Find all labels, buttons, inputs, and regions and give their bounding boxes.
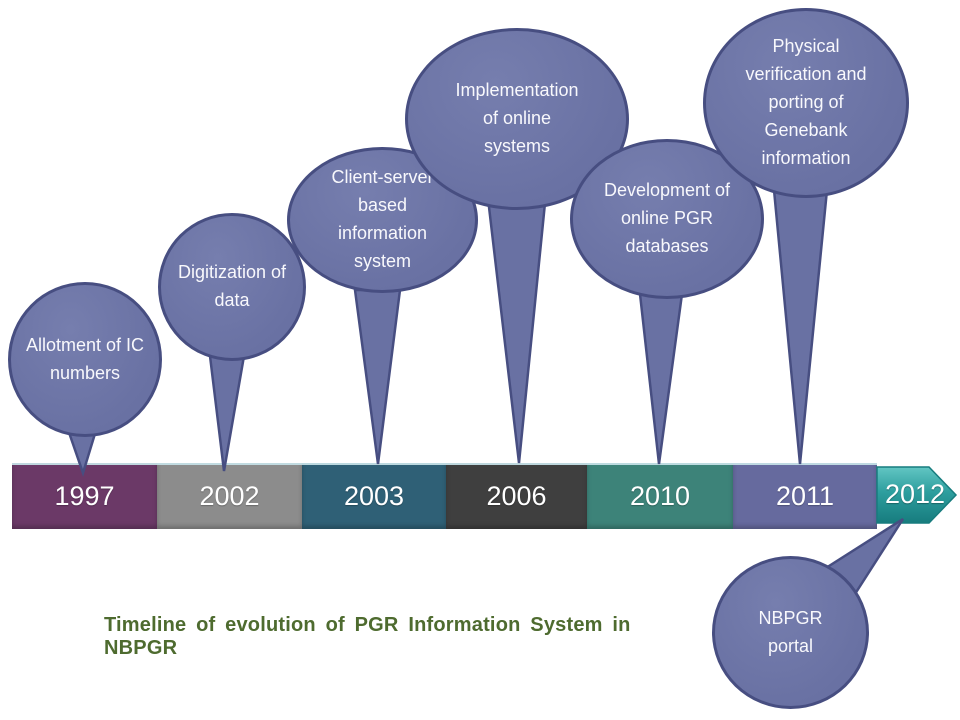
callout-implementation-online-systems: Implementation of online systems	[405, 28, 629, 210]
callout-physical-verification-genebank: Physical verification and porting of Gen…	[703, 8, 909, 198]
timeline-segment-2006: 2006	[446, 463, 587, 529]
callout-text: Development of online PGR databases	[603, 180, 731, 256]
year-label-2012: 2012	[884, 478, 946, 509]
timeline-segment-2011: 2011	[733, 463, 877, 529]
year-label-2010: 2010	[629, 480, 691, 511]
balloon-tail-digitization	[208, 354, 246, 472]
timeline-segment-2010: 2010	[587, 463, 733, 529]
balloon-tail-physical-verification	[772, 188, 829, 465]
callout-digitization-of-data: Digitization of data	[158, 213, 306, 361]
slide-caption: Timeline of evolution of PGR Information…	[104, 614, 631, 659]
callout-text: NBPGR portal	[758, 607, 823, 656]
balloon-tail-implementation	[485, 188, 548, 464]
year-label-2003: 2003	[343, 480, 405, 511]
callout-allotment-ic-numbers: Allotment of IC numbers	[8, 282, 162, 437]
callout-text: Allotment of IC numbers	[25, 334, 145, 383]
balloon-tail-development	[638, 292, 684, 465]
callout-text: Implementation of online systems	[455, 80, 579, 156]
timeline-bar: 1997 2002 2003 2006 2010 2011	[12, 463, 877, 529]
year-label-1997: 1997	[54, 480, 115, 511]
year-label-2002: 2002	[199, 480, 260, 511]
callout-text: Client-server based information system	[331, 167, 434, 271]
timeline-segment-2003: 2003	[302, 463, 446, 529]
callout-nbpgr-portal: NBPGR portal	[712, 556, 869, 709]
callout-text: Digitization of data	[177, 262, 287, 310]
timeline-segment-1997: 1997	[12, 463, 157, 529]
year-label-2011: 2011	[775, 480, 835, 511]
year-label-2006: 2006	[486, 480, 547, 511]
timeline-segment-2002: 2002	[157, 463, 302, 529]
balloon-tail-client-server	[353, 288, 402, 465]
timeline-arrow-2012	[876, 466, 958, 524]
callout-text: Physical verification and porting of Gen…	[745, 36, 867, 168]
